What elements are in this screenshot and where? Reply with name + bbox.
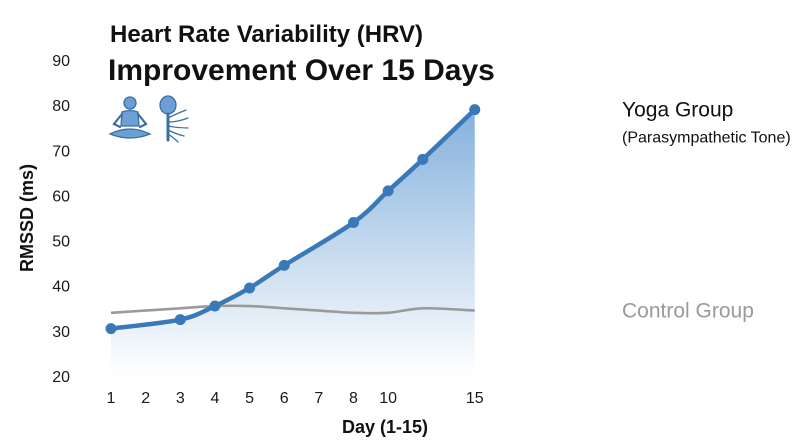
control-series-label: Control Group	[622, 300, 754, 323]
y-tick-label: 80	[52, 98, 70, 115]
x-axis-label: Day (1-15)	[342, 417, 428, 437]
yoga-data-point	[469, 104, 481, 116]
yoga-data-point	[278, 259, 290, 271]
x-tick-label: 1	[107, 390, 116, 407]
x-tick-label: 6	[280, 390, 289, 407]
x-tick-label: 8	[349, 390, 358, 407]
yoga-data-point	[244, 282, 256, 294]
yoga-area-fill	[111, 109, 475, 377]
y-axis-label: RMSSD (ms)	[17, 164, 37, 272]
control-series-line	[110, 304, 475, 315]
vagus-nerve-icon	[159, 95, 189, 143]
yoga-data-point	[417, 153, 429, 165]
x-tick-label: 5	[245, 390, 254, 407]
x-tick-label: 2	[141, 390, 150, 407]
chart-subtitle: Improvement Over 15 Days	[108, 54, 495, 87]
x-tick-label: 15	[466, 390, 484, 407]
y-tick-label: 90	[52, 53, 70, 70]
y-tick-label: 30	[52, 324, 70, 341]
y-tick-label: 40	[52, 279, 70, 296]
x-tick-label: 7	[314, 390, 323, 407]
meditating-person-icon	[108, 96, 152, 139]
yoga-data-point	[209, 300, 221, 312]
yoga-data-point	[382, 185, 394, 197]
x-tick-label: 10	[379, 390, 397, 407]
chart-title: Heart Rate Variability (HRV)	[110, 21, 423, 48]
yoga-series-label: Yoga Group	[622, 99, 733, 122]
yoga-series-sublabel: (Parasympathetic Tone)	[622, 130, 791, 147]
y-tick-label: 50	[52, 234, 70, 251]
x-tick-label: 3	[176, 390, 185, 407]
x-tick-label: 4	[210, 390, 219, 407]
yoga-data-point	[105, 323, 117, 335]
y-tick-label: 20	[52, 369, 70, 386]
yoga-data-point	[174, 314, 186, 326]
y-tick-label: 60	[52, 188, 70, 205]
yoga-data-point	[348, 217, 359, 229]
plot-area: 20 30 40 50 60 70 80 90 1 2 3 4 5 6 7 8 10 15 Yoga Group (P…	[52, 53, 790, 407]
y-tick-label: 70	[52, 143, 70, 160]
